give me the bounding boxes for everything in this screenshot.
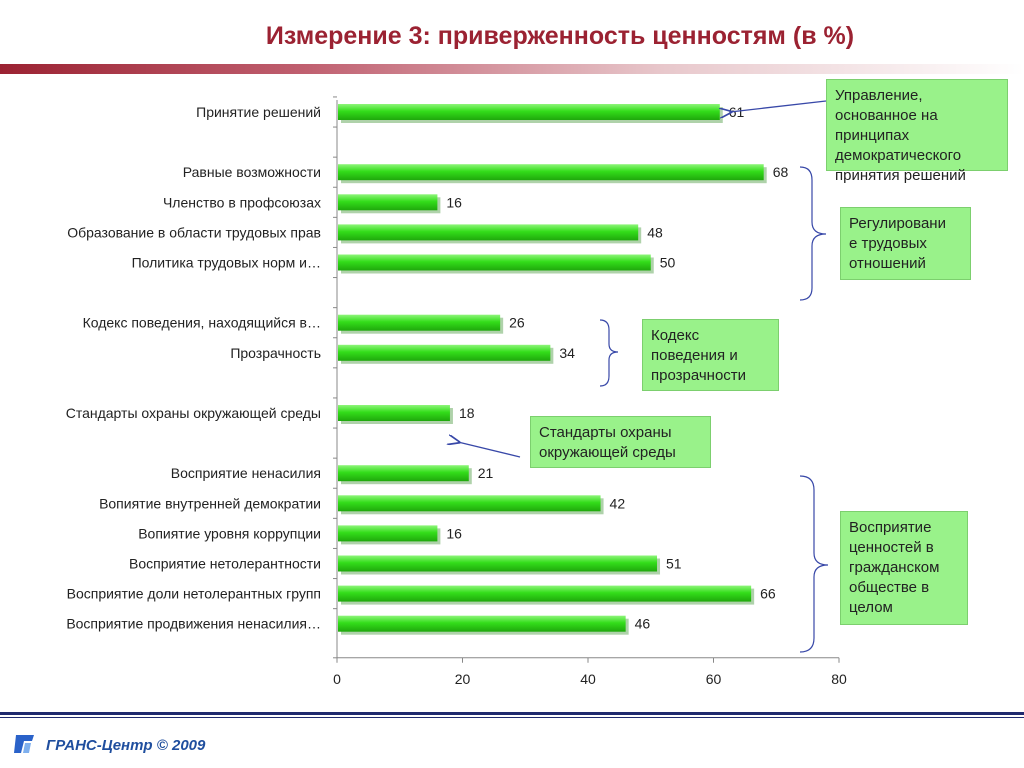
category-label: Прозрачность bbox=[230, 345, 321, 361]
data-label: 50 bbox=[660, 255, 676, 271]
callout-arrow bbox=[458, 442, 521, 458]
group-brace bbox=[599, 319, 619, 387]
footer-copyright: ГРАНС-Центр © 2009 bbox=[46, 737, 206, 754]
footer-divider bbox=[0, 712, 1024, 715]
category-label: Восприятие ненасилия bbox=[171, 465, 321, 481]
category-label: Кодекс поведения, находящийся в… bbox=[83, 315, 321, 331]
bar bbox=[338, 164, 764, 181]
category-label: Членство в профсоюзах bbox=[163, 194, 321, 210]
callout-environment: Стандарты охраны окружающей среды bbox=[530, 416, 711, 468]
category-label: Политика трудовых норм и… bbox=[132, 255, 321, 271]
bar bbox=[338, 405, 450, 421]
category-label: Принятие решений bbox=[196, 104, 321, 120]
data-label: 21 bbox=[478, 465, 494, 481]
callout-arrow bbox=[730, 100, 827, 112]
bar bbox=[338, 314, 501, 331]
category-label: Равные возможности bbox=[183, 164, 321, 180]
callout-line: поведения и bbox=[651, 347, 738, 364]
callout-line: принципах bbox=[835, 127, 910, 144]
data-label: 18 bbox=[459, 405, 475, 421]
category-label: Восприятие продвижения ненасилия… bbox=[66, 616, 321, 632]
title-divider bbox=[0, 64, 1024, 74]
data-label: 66 bbox=[760, 586, 776, 602]
x-tick-label: 80 bbox=[831, 671, 847, 687]
bar bbox=[338, 104, 720, 120]
callout-line: обществе в bbox=[849, 579, 930, 596]
callout-line: Восприятие bbox=[849, 519, 932, 536]
callout-code-of-conduct: Кодекс поведения и прозрачности bbox=[642, 319, 779, 391]
bar bbox=[338, 525, 438, 542]
callout-line: Кодекс bbox=[651, 327, 700, 344]
category-label: Образование в области трудовых прав bbox=[67, 224, 321, 240]
bar bbox=[338, 495, 601, 512]
callout-line: окружающей среды bbox=[539, 444, 676, 461]
data-label: 46 bbox=[635, 616, 651, 632]
data-label: 34 bbox=[559, 345, 575, 361]
group-brace bbox=[799, 475, 829, 653]
callout-line: принятия решений bbox=[835, 167, 966, 184]
callout-line: прозрачности bbox=[651, 367, 747, 384]
callout-line: гражданском bbox=[849, 559, 940, 576]
x-tick-label: 20 bbox=[455, 671, 471, 687]
callout-line: ценностей в bbox=[849, 539, 934, 556]
data-label: 16 bbox=[446, 194, 462, 210]
bar bbox=[338, 254, 651, 271]
callout-line: е трудовых bbox=[849, 235, 927, 252]
callout-line: Управление, bbox=[835, 87, 923, 104]
data-label: 42 bbox=[610, 495, 626, 511]
page-title: Измерение 3: приверженность ценностям (в… bbox=[265, 22, 855, 50]
data-label: 26 bbox=[509, 315, 525, 331]
footer-divider-thin bbox=[0, 717, 1024, 718]
x-tick-label: 60 bbox=[706, 671, 722, 687]
data-label: 16 bbox=[446, 525, 462, 541]
bar bbox=[338, 344, 551, 361]
category-label: Вопиятие внутренней демократии bbox=[99, 495, 321, 511]
grans-logo-icon bbox=[14, 735, 34, 753]
callout-line: отношений bbox=[849, 255, 926, 272]
category-label: Вопиятие уровня коррупции bbox=[138, 525, 321, 541]
callout-labor-relations: Регулировани е трудовых отношений bbox=[840, 207, 971, 280]
category-label: Восприятие доли нетолерантных групп bbox=[67, 586, 321, 602]
callout-civil-society: Восприятие ценностей в гражданском общес… bbox=[840, 511, 968, 625]
callout-line: демократического bbox=[835, 147, 962, 164]
callout-line: Регулировани bbox=[849, 215, 946, 232]
category-label: Стандарты охраны окружающей среды bbox=[66, 405, 321, 421]
category-label: Восприятие нетолерантности bbox=[129, 556, 321, 572]
bar bbox=[338, 585, 752, 602]
callout-line: Стандарты охраны bbox=[539, 424, 672, 441]
data-label: 51 bbox=[666, 556, 682, 572]
bar bbox=[338, 194, 438, 211]
x-tick-label: 40 bbox=[580, 671, 596, 687]
callout-line: целом bbox=[849, 599, 893, 616]
bar bbox=[338, 555, 658, 572]
bar bbox=[338, 615, 626, 632]
callout-democratic-governance: Управление, основанное на принципах демо… bbox=[826, 79, 1008, 184]
group-brace bbox=[799, 166, 827, 301]
bar bbox=[338, 465, 469, 482]
x-tick-label: 0 bbox=[333, 671, 341, 687]
callout-line: основанное на bbox=[835, 107, 938, 124]
data-label: 68 bbox=[773, 164, 789, 180]
data-label: 48 bbox=[647, 224, 663, 240]
bar bbox=[338, 224, 639, 241]
